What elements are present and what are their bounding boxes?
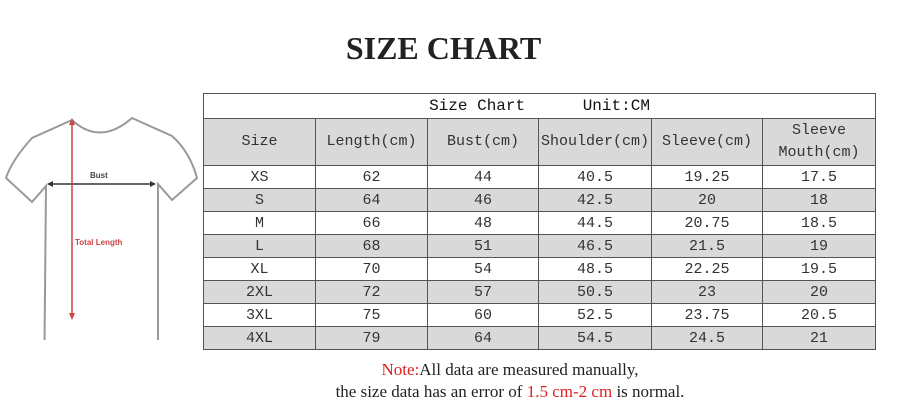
table-row: 4XL 79 64 54.5 24.5 21 [203,326,876,350]
table-cell: 72 [315,280,428,304]
table-cell: 20 [651,188,763,212]
table-cell: 60 [427,303,539,327]
table-cell: 66 [315,211,428,235]
table-cell: XS [203,165,316,189]
bust-label: Bust [90,171,108,180]
table-cell: 17.5 [762,165,876,189]
table-cell: 20 [762,280,876,304]
table-cell: 19.25 [651,165,763,189]
table-cell: 48.5 [538,257,652,281]
table-cell: 2XL [203,280,316,304]
column-header: Bust(cm) [427,118,539,166]
table-cell: M [203,211,316,235]
table-cell: 52.5 [538,303,652,327]
table-cell: 64 [427,326,539,350]
table-cell: 23 [651,280,763,304]
table-cell: 51 [427,234,539,258]
table-cell: 70 [315,257,428,281]
table-cell: 46 [427,188,539,212]
column-header: Length(cm) [315,118,428,166]
length-label: Total Length [75,238,123,247]
tshirt-outline [71,116,199,340]
table-cell: 24.5 [651,326,763,350]
table-cell: 64 [315,188,428,212]
column-header: Size [203,118,316,166]
table-row: S 64 46 42.5 20 18 [203,188,876,212]
table-cell: 62 [315,165,428,189]
table-cell: 79 [315,326,428,350]
page-title: SIZE CHART [345,30,542,66]
table-caption: Size Chart Unit:CM [203,93,876,119]
table-cell: 50.5 [538,280,652,304]
table-cell: 21 [762,326,876,350]
table-cell: 54.5 [538,326,652,350]
table-cell: 22.25 [651,257,763,281]
table-cell: 19 [762,234,876,258]
table-cell: 40.5 [538,165,652,189]
table-row: L 68 51 46.5 21.5 19 [203,234,876,258]
table-cell: 4XL [203,326,316,350]
table-cell: XL [203,257,316,281]
table-cell: 23.75 [651,303,763,327]
table-cell: 57 [427,280,539,304]
table-row: M 66 48 44.5 20.75 18.5 [203,211,876,235]
table-cell: L [203,234,316,258]
table-cell: 54 [427,257,539,281]
column-header: Sleeve Mouth(cm) [762,118,876,166]
table-cell: 42.5 [538,188,652,212]
table-cell: 19.5 [762,257,876,281]
table-cell: 46.5 [538,234,652,258]
note-line-1: Note:All data are measured manually, [381,360,639,379]
table-cell: 21.5 [651,234,763,258]
table-row: XS 62 44 40.5 19.25 17.5 [203,165,876,189]
table-cell: 44.5 [538,211,652,235]
table-cell: 48 [427,211,539,235]
table-cell: S [203,188,316,212]
table-cell: 44 [427,165,539,189]
size-table: Size Chart Unit:CM Size Length(cm) Bust(cm… [203,93,876,350]
table-row: 2XL 72 57 50.5 23 20 [203,280,876,304]
table-row: XL 70 54 48.5 22.25 19.5 [203,257,876,281]
note-line-2: the size data has an error of 1.5 cm-2 c… [335,382,685,401]
table-cell: 68 [315,234,428,258]
table-cell: 18.5 [762,211,876,235]
tshirt-diagram: Bust Total Length [4,116,199,340]
table-cell: 75 [315,303,428,327]
column-header: Shoulder(cm) [538,118,652,166]
column-header: Sleeve(cm) [651,118,763,166]
table-cell: 20.5 [762,303,876,327]
table-row: 3XL 75 60 52.5 23.75 20.5 [203,303,876,327]
table-cell: 20.75 [651,211,763,235]
table-cell: 18 [762,188,876,212]
table-cell: 3XL [203,303,316,327]
